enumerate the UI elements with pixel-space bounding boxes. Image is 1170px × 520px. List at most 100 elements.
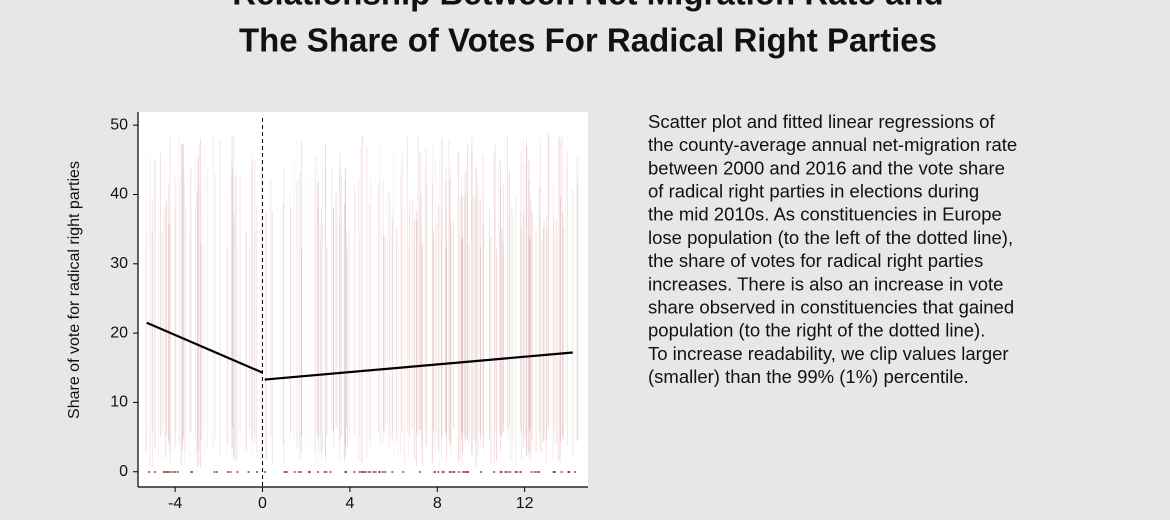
density-dot bbox=[391, 471, 394, 473]
regression-line bbox=[264, 351, 573, 381]
density-dot bbox=[171, 471, 174, 473]
density-dot bbox=[358, 471, 361, 473]
description-line: between 2000 and 2016 and the vote share bbox=[648, 157, 1005, 178]
density-dot bbox=[506, 471, 509, 473]
y-tick-label: 10 bbox=[110, 394, 128, 411]
density-dot bbox=[329, 471, 332, 473]
density-dot bbox=[353, 471, 356, 473]
y-axis-label: Share of vote for radical right parties bbox=[66, 161, 83, 419]
density-dot bbox=[297, 471, 300, 473]
density-dot bbox=[509, 471, 512, 473]
density-dot bbox=[381, 471, 384, 473]
density-dot bbox=[162, 471, 165, 473]
x-tick-label: 8 bbox=[433, 495, 442, 512]
description-line: (smaller) than the 99% (1%) percentile. bbox=[648, 366, 969, 387]
description-line: the county-average annual net-migration … bbox=[648, 134, 1017, 155]
density-dot bbox=[153, 471, 156, 473]
density-dot bbox=[213, 471, 216, 473]
density-dot bbox=[560, 471, 563, 473]
density-dot bbox=[229, 471, 232, 473]
density-dot bbox=[480, 471, 483, 473]
plot-area bbox=[138, 112, 588, 487]
density-dot bbox=[368, 471, 371, 473]
density-dot bbox=[463, 471, 466, 473]
density-dot bbox=[433, 471, 436, 473]
density-dot bbox=[500, 471, 503, 473]
density-dot bbox=[514, 471, 517, 473]
x-tick-label: 12 bbox=[516, 495, 534, 512]
density-dot bbox=[286, 471, 289, 473]
density-dot bbox=[215, 471, 218, 473]
density-dot bbox=[493, 471, 496, 473]
density-dot bbox=[299, 471, 302, 473]
density-dot bbox=[374, 471, 377, 473]
density-dot bbox=[365, 471, 368, 473]
density-dot bbox=[264, 471, 267, 473]
density-dot bbox=[256, 471, 259, 473]
density-dot bbox=[504, 471, 507, 473]
density-dot bbox=[227, 471, 230, 473]
density-dot bbox=[499, 471, 502, 473]
regression-line bbox=[146, 321, 263, 374]
description-line: To increase readability, we clip values … bbox=[648, 343, 1009, 364]
x-tick-label: 4 bbox=[345, 495, 354, 512]
density-dot bbox=[457, 471, 460, 473]
density-dot bbox=[441, 471, 444, 473]
density-dot bbox=[465, 471, 468, 473]
y-tick-label: 30 bbox=[110, 255, 128, 272]
density-dot bbox=[247, 471, 250, 473]
density-dot bbox=[467, 471, 470, 473]
x-tick-label: 0 bbox=[258, 495, 267, 512]
description-line: share observed in constituencies that ga… bbox=[648, 296, 1014, 317]
density-dot bbox=[552, 471, 555, 473]
density-dot bbox=[437, 471, 440, 473]
density-dot bbox=[360, 471, 363, 473]
title-line: The Share of Votes For Radical Right Par… bbox=[239, 22, 937, 59]
density-dot bbox=[442, 471, 445, 473]
density-dot bbox=[169, 471, 172, 473]
density-dot bbox=[515, 471, 518, 473]
description-line: of radical right parties in elections du… bbox=[648, 180, 979, 201]
density-dot bbox=[316, 471, 319, 473]
density-dot bbox=[191, 471, 194, 473]
density-dot bbox=[164, 471, 167, 473]
density-dot bbox=[176, 471, 179, 473]
title-line: Relationship Between Net Migration Rate … bbox=[232, 0, 943, 12]
description-line: population (to the right of the dotted l… bbox=[648, 320, 985, 341]
density-dot bbox=[344, 471, 347, 473]
density-dot bbox=[453, 471, 456, 473]
density-dot bbox=[378, 471, 381, 473]
density-dot bbox=[553, 471, 556, 473]
density-dot bbox=[236, 471, 239, 473]
description-line: the share of votes for radical right par… bbox=[648, 250, 983, 271]
density-dot bbox=[519, 471, 522, 473]
density-dot bbox=[461, 471, 464, 473]
density-dot bbox=[174, 471, 177, 473]
y-tick-label: 40 bbox=[110, 186, 128, 203]
density-dot bbox=[538, 471, 541, 473]
y-tick-label: 50 bbox=[110, 116, 128, 133]
density-dot bbox=[533, 471, 536, 473]
density-dot bbox=[574, 471, 577, 473]
density-dot bbox=[325, 471, 328, 473]
density-dot bbox=[568, 471, 571, 473]
density-dot bbox=[323, 471, 326, 473]
description-line: the mid 2010s. As constituencies in Euro… bbox=[648, 204, 1002, 225]
density-dot bbox=[536, 471, 539, 473]
density-dot bbox=[530, 471, 533, 473]
y-tick-label: 0 bbox=[119, 463, 128, 480]
density-dot bbox=[308, 471, 311, 473]
y-tick-label: 20 bbox=[110, 324, 128, 341]
x-tick-label: -4 bbox=[168, 495, 182, 512]
density-dot bbox=[148, 471, 151, 473]
description-line: Scatter plot and fitted linear regressio… bbox=[648, 111, 995, 132]
density-dot bbox=[372, 471, 375, 473]
density-dot bbox=[448, 471, 451, 473]
density-dot bbox=[384, 471, 387, 473]
density-dot bbox=[293, 471, 296, 473]
density-dot bbox=[362, 471, 365, 473]
density-dot bbox=[283, 471, 286, 473]
scatter-cloud bbox=[145, 132, 579, 473]
density-dot bbox=[402, 471, 405, 473]
